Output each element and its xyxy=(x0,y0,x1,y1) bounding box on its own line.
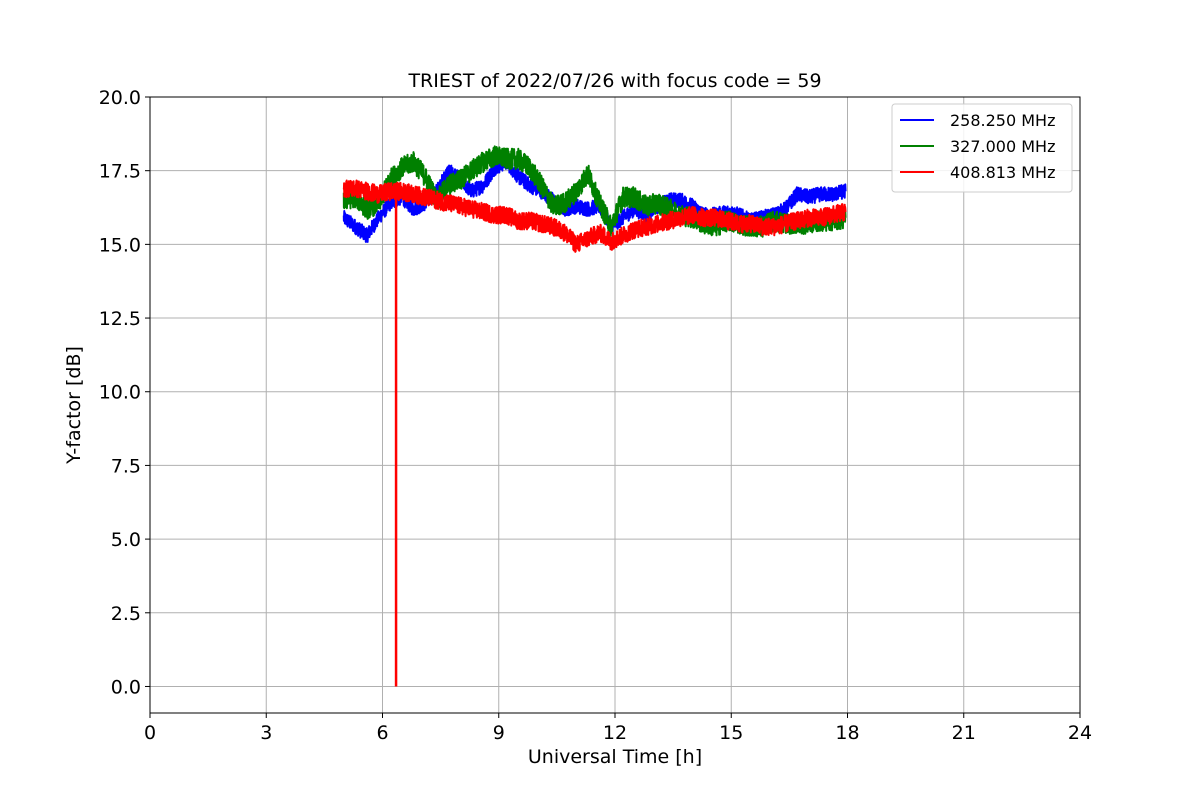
legend: 258.250 MHz 327.000 MHz 408.813 MHz xyxy=(891,103,1073,193)
x-tick-label: 21 xyxy=(952,722,976,744)
legend-label: 408.813 MHz xyxy=(950,163,1055,182)
legend-box xyxy=(891,103,1073,193)
x-tick-label: 3 xyxy=(260,722,272,744)
series-layer xyxy=(342,145,847,687)
y-tick-label: 2.5 xyxy=(111,603,141,625)
legend-label: 327.000 MHz xyxy=(950,137,1055,156)
y-tick-label: 10.0 xyxy=(99,382,141,404)
series-line-3 xyxy=(342,179,847,253)
x-tick-label: 0 xyxy=(144,722,156,744)
x-axis-title: Universal Time [h] xyxy=(528,746,702,768)
x-tick-label: 12 xyxy=(603,722,627,744)
axis-ticks: 0 3 6 9 12 15 18 21 24 0.0 2.5 5.0 7.5 10.0 12.5 15.0 17… xyxy=(99,87,1092,744)
chart-title: TRIEST of 2022/07/26 with focus code = 5… xyxy=(407,70,821,92)
y-tick-label: 0.0 xyxy=(111,676,141,698)
x-tick-label: 9 xyxy=(493,722,505,744)
x-tick-label: 15 xyxy=(719,722,743,744)
x-tick-label: 18 xyxy=(835,722,859,744)
y-tick-label: 15.0 xyxy=(99,234,141,256)
y-axis-title: Y-factor [dB] xyxy=(63,346,85,465)
x-tick-label: 6 xyxy=(376,722,388,744)
y-tick-label: 5.0 xyxy=(111,529,141,551)
y-tick-label: 12.5 xyxy=(99,308,141,330)
y-tick-label: 20.0 xyxy=(99,87,141,109)
x-tick-label: 24 xyxy=(1068,722,1092,744)
legend-label: 258.250 MHz xyxy=(950,111,1055,130)
y-tick-label: 7.5 xyxy=(111,455,141,477)
y-tick-label: 17.5 xyxy=(99,161,141,183)
